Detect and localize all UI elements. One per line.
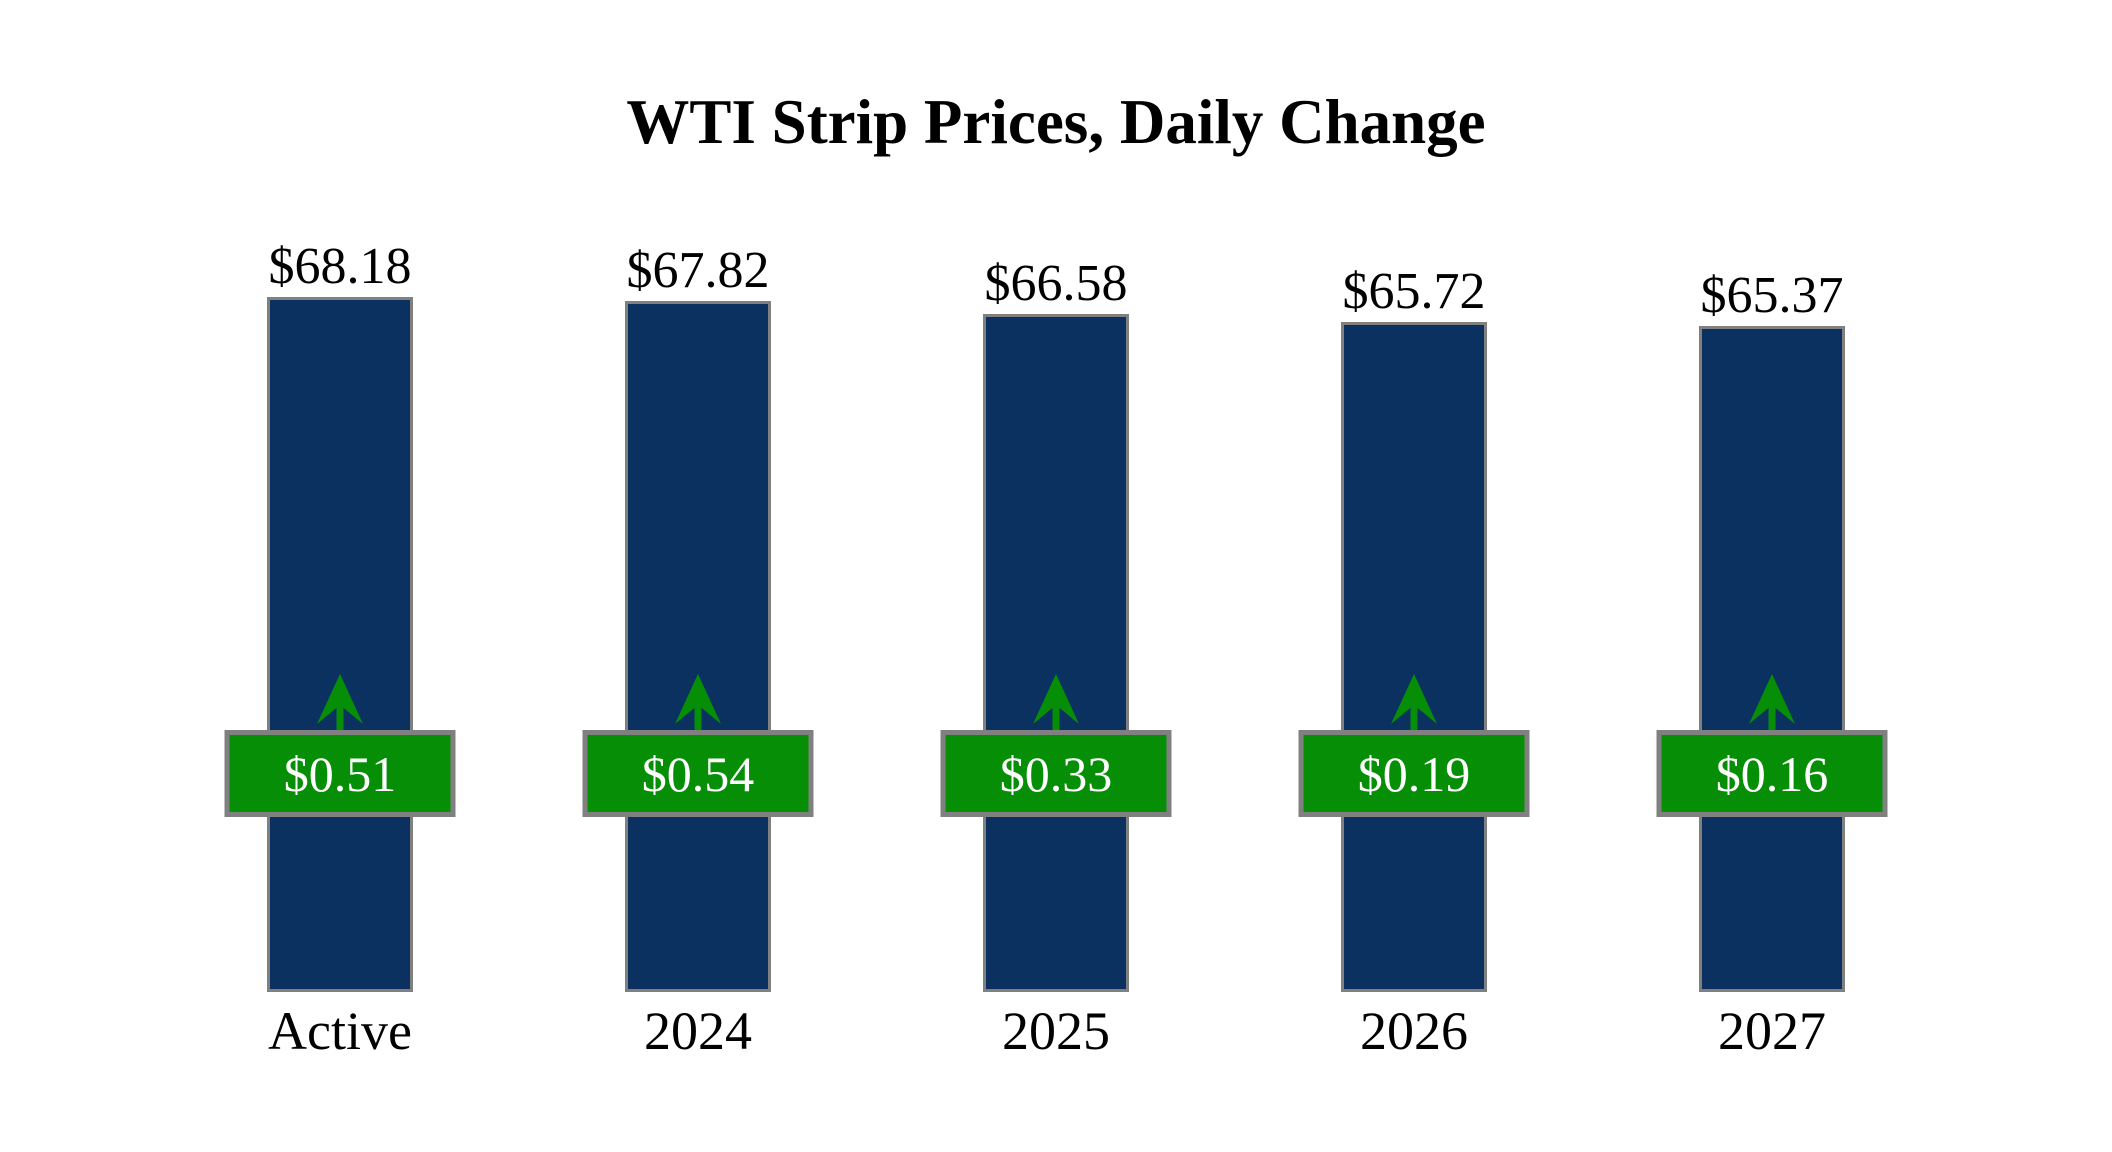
- bar-column: $65.72 $0.19 2026: [1235, 0, 1593, 1152]
- bar-column: $68.18 $0.51 Active: [161, 0, 519, 1152]
- bar: [983, 314, 1129, 992]
- price-label: $65.37: [1700, 267, 1844, 324]
- up-arrow-icon: [1391, 674, 1437, 731]
- price-label: $65.72: [1342, 263, 1486, 320]
- change-label: $0.54: [641, 745, 755, 802]
- bar: [267, 297, 413, 992]
- change-badge: $0.51: [224, 730, 456, 817]
- up-arrow-icon: [675, 674, 721, 731]
- change-badge: $0.19: [1298, 730, 1530, 817]
- category-label: 2026: [1360, 1001, 1468, 1061]
- bar: [625, 301, 771, 992]
- category-label: Active: [268, 1001, 412, 1061]
- page-title: WTI Strip Prices, Daily Change: [626, 87, 1486, 157]
- up-arrow-icon: [317, 674, 363, 731]
- category-label: 2027: [1718, 1001, 1826, 1061]
- price-label: $67.82: [626, 242, 770, 299]
- change-label: $0.19: [1357, 745, 1471, 802]
- bar-chart: $68.18 $0.51 Active $67.82 $0.54 2024 $6…: [161, 0, 1951, 1152]
- bar-column: $65.37 $0.16 2027: [1593, 0, 1951, 1152]
- up-arrow-icon: [1749, 674, 1795, 731]
- change-badge: $0.33: [940, 730, 1172, 817]
- bar: [1341, 322, 1487, 992]
- change-badge: $0.54: [582, 730, 814, 817]
- change-label: $0.16: [1715, 745, 1829, 802]
- price-label: $66.58: [984, 255, 1128, 312]
- change-label: $0.33: [999, 745, 1113, 802]
- bar-column: $66.58 $0.33 2025: [877, 0, 1235, 1152]
- bar-column: $67.82 $0.54 2024: [519, 0, 877, 1152]
- up-arrow-icon: [1033, 674, 1079, 731]
- category-label: 2025: [1002, 1001, 1110, 1061]
- change-label: $0.51: [283, 745, 397, 802]
- category-label: 2024: [644, 1001, 752, 1061]
- change-badge: $0.16: [1656, 730, 1888, 817]
- bar: [1699, 326, 1845, 992]
- price-label: $68.18: [268, 238, 412, 295]
